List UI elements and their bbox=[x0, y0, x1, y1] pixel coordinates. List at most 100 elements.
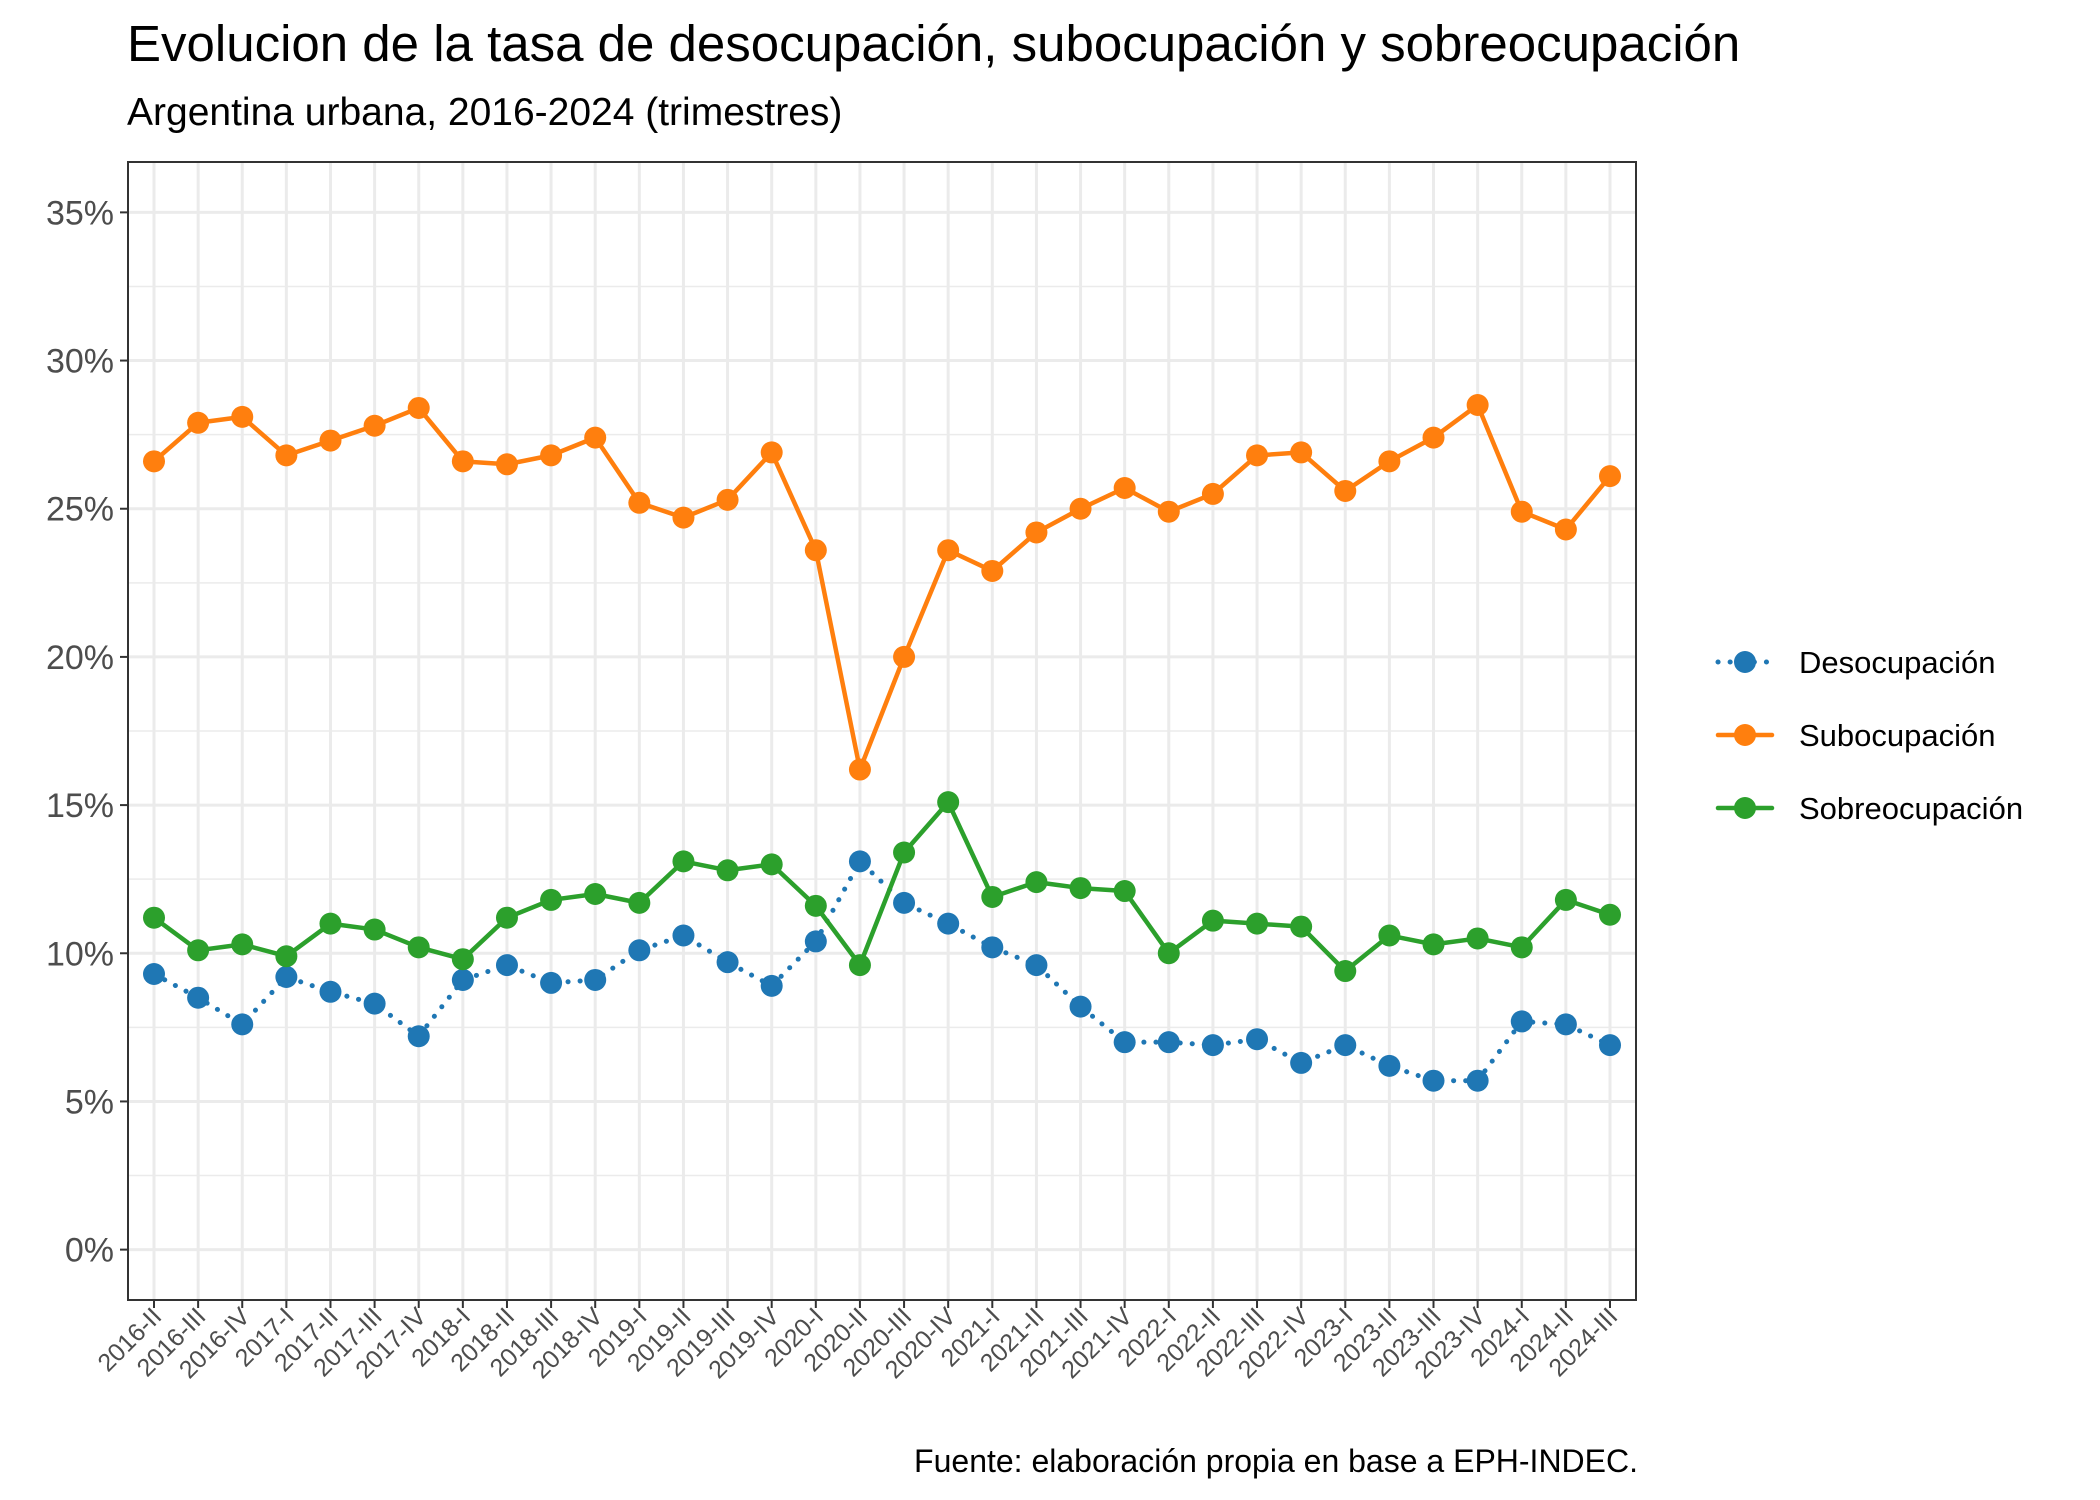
data-point bbox=[937, 539, 960, 562]
data-point bbox=[1290, 441, 1313, 464]
series-line bbox=[151, 799, 1613, 974]
data-point bbox=[187, 939, 210, 962]
series-2 bbox=[143, 394, 1621, 781]
data-point bbox=[1157, 500, 1180, 523]
data-point bbox=[1201, 1034, 1224, 1057]
source-caption: Fuente: elaboración propia en base a EPH… bbox=[914, 1443, 1638, 1479]
data-point bbox=[1599, 903, 1621, 926]
y-tick-label: 35% bbox=[46, 194, 114, 232]
data-point bbox=[540, 444, 563, 467]
data-point bbox=[1466, 1069, 1489, 1092]
legend-key-point bbox=[1734, 724, 1756, 746]
data-point bbox=[937, 791, 960, 814]
data-point bbox=[1157, 1031, 1180, 1054]
grid-lines bbox=[128, 162, 1636, 1300]
data-point bbox=[407, 396, 430, 419]
data-point bbox=[275, 945, 298, 968]
data-point bbox=[937, 912, 960, 935]
data-point bbox=[1334, 960, 1357, 983]
y-tick-label: 25% bbox=[46, 491, 114, 529]
y-tick-label: 15% bbox=[46, 787, 114, 825]
series-line bbox=[151, 858, 1613, 1084]
data-point bbox=[1510, 936, 1533, 959]
data-point bbox=[407, 1025, 430, 1048]
legend-key-point bbox=[1734, 797, 1756, 819]
y-axis: 0% 5% 10% 15% 20% 25% 30% 35% bbox=[46, 194, 128, 1270]
data-point bbox=[1510, 500, 1533, 523]
data-point bbox=[407, 936, 430, 959]
data-point bbox=[1334, 1034, 1357, 1057]
data-point bbox=[716, 951, 739, 974]
data-point bbox=[804, 539, 827, 562]
data-point bbox=[1113, 476, 1136, 499]
data-point bbox=[981, 936, 1004, 959]
data-point bbox=[1246, 912, 1269, 935]
data-point bbox=[540, 888, 563, 911]
data-point bbox=[1378, 924, 1401, 947]
data-point bbox=[319, 429, 342, 452]
data-point bbox=[1201, 482, 1224, 505]
data-point bbox=[143, 450, 165, 473]
data-point bbox=[275, 965, 298, 988]
data-point bbox=[1290, 915, 1313, 938]
data-point bbox=[1201, 909, 1224, 932]
plot-panel-border bbox=[127, 161, 1637, 1301]
data-point bbox=[363, 918, 386, 941]
data-point bbox=[1422, 426, 1445, 449]
y-tick-label: 10% bbox=[46, 935, 114, 973]
data-point bbox=[143, 963, 165, 986]
data-point bbox=[1157, 942, 1180, 965]
data-point bbox=[1554, 1013, 1577, 1036]
data-point bbox=[981, 885, 1004, 908]
data-point bbox=[1113, 880, 1136, 903]
data-point bbox=[1422, 933, 1445, 956]
data-point bbox=[363, 992, 386, 1015]
data-point bbox=[716, 859, 739, 882]
data-point bbox=[495, 453, 518, 476]
data-point bbox=[1334, 479, 1357, 502]
data-point bbox=[143, 906, 165, 929]
data-point bbox=[451, 450, 474, 473]
data-point bbox=[804, 894, 827, 917]
legend-item: Sobreocupación bbox=[1715, 791, 2023, 826]
data-point bbox=[1466, 394, 1489, 417]
data-point bbox=[1599, 465, 1621, 488]
data-point bbox=[187, 986, 210, 1009]
data-point bbox=[540, 971, 563, 994]
data-point bbox=[231, 1013, 254, 1036]
y-tick-label: 20% bbox=[46, 639, 114, 677]
data-point bbox=[1069, 497, 1092, 520]
chart-title: Evolucion de la tasa de desocupación, su… bbox=[127, 15, 1741, 72]
data-point bbox=[804, 930, 827, 953]
data-point bbox=[319, 912, 342, 935]
data-point bbox=[1113, 1031, 1136, 1054]
data-point bbox=[275, 444, 298, 467]
legend-key-point bbox=[1734, 651, 1756, 673]
data-point bbox=[628, 891, 651, 914]
data-point bbox=[1246, 1028, 1269, 1051]
data-point bbox=[1554, 518, 1577, 541]
series-layer bbox=[143, 394, 1621, 1092]
data-point bbox=[1599, 1034, 1621, 1057]
legend-item: Desocupación bbox=[1715, 645, 1995, 680]
chart-subtitle: Argentina urbana, 2016-2024 (trimestres) bbox=[127, 91, 843, 134]
data-point bbox=[893, 891, 916, 914]
data-point bbox=[981, 559, 1004, 582]
y-tick-label: 0% bbox=[65, 1232, 114, 1270]
data-point bbox=[848, 850, 871, 873]
legend-label: Desocupación bbox=[1799, 645, 1995, 680]
data-point bbox=[672, 506, 695, 529]
data-point bbox=[495, 906, 518, 929]
data-point bbox=[231, 405, 254, 428]
series-3 bbox=[143, 791, 1621, 983]
data-point bbox=[1378, 1054, 1401, 1077]
data-point bbox=[848, 954, 871, 977]
data-point bbox=[363, 414, 386, 437]
series-1 bbox=[143, 850, 1621, 1092]
legend: Desocupación Subocupación Sobreocupación bbox=[1715, 645, 2023, 826]
data-point bbox=[451, 948, 474, 971]
data-point bbox=[231, 933, 254, 956]
data-point bbox=[584, 968, 607, 991]
data-point bbox=[1069, 995, 1092, 1018]
data-point bbox=[760, 441, 783, 464]
